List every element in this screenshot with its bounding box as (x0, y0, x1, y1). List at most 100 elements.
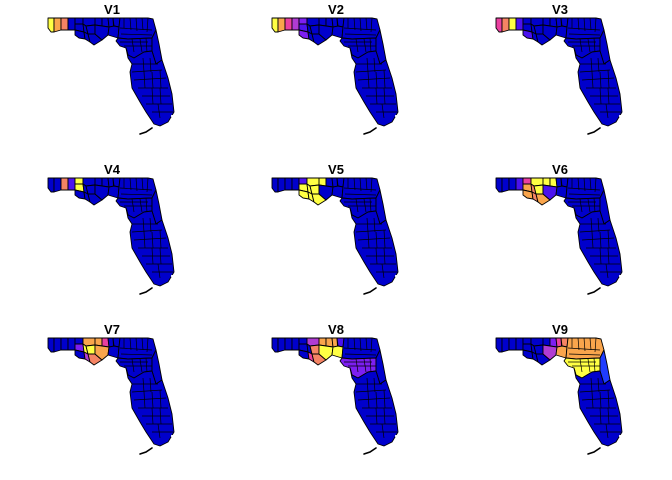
map-panel: V8 (224, 320, 448, 480)
county-santa-rosa (501, 17, 510, 33)
county-boundary (579, 358, 583, 373)
coast-notch (170, 274, 174, 278)
county-boundary (157, 423, 161, 439)
florida-map (495, 337, 624, 455)
coast-notch (172, 90, 176, 94)
county-boundary (375, 87, 378, 105)
panel-title: V2 (328, 2, 344, 17)
florida-keys (363, 127, 377, 135)
county-boundary (353, 17, 356, 31)
florida-map (271, 177, 400, 295)
county-boundary (597, 57, 600, 73)
county-boundary (383, 247, 386, 265)
county-escambia (495, 337, 503, 353)
county-boundary (159, 247, 162, 265)
county-okaloosa (60, 337, 69, 351)
county-boundary (139, 198, 143, 213)
county-south (125, 47, 175, 127)
county-boundary (119, 27, 153, 31)
panel-title: V7 (104, 322, 120, 337)
county-bay (74, 349, 86, 360)
county-boundary (383, 389, 386, 409)
county-taylor (107, 25, 120, 39)
county-holmes (298, 177, 308, 185)
county-okaloosa (508, 337, 517, 351)
county-boundary (593, 357, 596, 373)
county-santa-rosa (277, 337, 286, 353)
county-boundary (367, 71, 370, 89)
county-boundary (579, 229, 611, 233)
county-boundary (119, 187, 153, 191)
county-boundary (605, 423, 609, 439)
county-boundary (577, 17, 580, 31)
county-escambia (271, 177, 279, 193)
county-boundary (145, 197, 148, 213)
panel-title: V8 (328, 322, 344, 337)
panel-title: V3 (552, 2, 568, 17)
county-franklin (311, 353, 327, 366)
county-taylor (331, 345, 344, 359)
florida-map (47, 337, 176, 455)
coast-notch (350, 92, 354, 96)
county-taylor (555, 185, 568, 199)
county-boundary (375, 407, 378, 425)
county-boundary (605, 103, 609, 119)
county-okaloosa (508, 177, 517, 191)
county-boundary (157, 263, 161, 279)
coast-notch (126, 252, 130, 256)
county-boundary (369, 357, 372, 373)
county-boundary (367, 391, 370, 409)
county-boundary (607, 69, 610, 89)
county-boundary (577, 337, 580, 351)
county-taylor (331, 185, 344, 199)
county-walton (515, 177, 524, 191)
county-liberty (533, 184, 544, 195)
county-boundary (607, 87, 610, 105)
county-taylor (107, 345, 120, 359)
coast-notch (620, 410, 624, 414)
county-taylor (331, 25, 344, 39)
county-boundary (355, 198, 359, 213)
coast-notch (396, 90, 400, 94)
coast-notch (126, 92, 130, 96)
county-boundary (366, 217, 369, 233)
county-franklin (535, 193, 551, 206)
county-boundary (151, 71, 154, 89)
county-holmes (74, 17, 84, 25)
county-boundary (131, 198, 135, 213)
county-boundary (591, 391, 594, 409)
county-escambia (271, 337, 279, 353)
coast-notch (618, 114, 622, 118)
county-boundary (159, 87, 162, 105)
county-south (573, 47, 623, 127)
county-liberty (309, 184, 320, 195)
county-boundary (151, 391, 154, 409)
county-boundary (591, 231, 594, 249)
county-walton (67, 337, 76, 351)
county-boundary (343, 347, 377, 351)
county-boundary (567, 187, 601, 191)
county-boundary (587, 358, 591, 373)
coast-notch (394, 434, 398, 438)
county-santa-rosa (53, 337, 62, 353)
coast-notch (620, 250, 624, 254)
florida-keys (139, 447, 153, 455)
county-boundary (597, 377, 600, 393)
county-liberty (533, 24, 544, 35)
county-liberty (85, 344, 96, 355)
county-south (573, 367, 623, 447)
county-bay (74, 189, 86, 200)
county-walton (67, 17, 76, 31)
county-santa-rosa (501, 177, 510, 193)
county-boundary (365, 17, 368, 31)
county-boundary (375, 247, 378, 265)
county-walton (291, 177, 300, 191)
county-walton (67, 177, 76, 191)
county-boundary (381, 263, 385, 279)
county-escambia (47, 17, 55, 33)
county-boundary (366, 377, 369, 393)
county-boundary (593, 197, 596, 213)
county-boundary (151, 407, 154, 425)
county-south (125, 367, 175, 447)
